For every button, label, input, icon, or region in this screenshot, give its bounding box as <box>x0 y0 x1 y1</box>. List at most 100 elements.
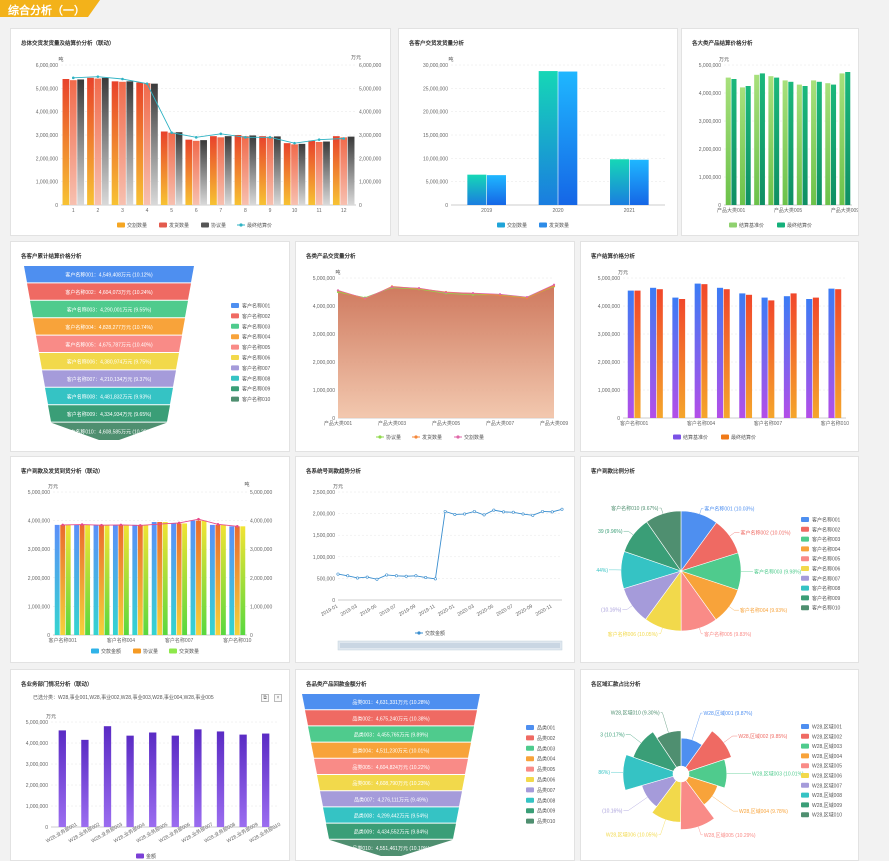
legend-swatch <box>801 743 809 749</box>
chart-c2[interactable]: 0 5,000,000 10,000,000 15,000,000 20,000,000… <box>399 29 678 236</box>
copy-icon[interactable]: ⧉ <box>261 694 269 702</box>
legend-label: W28,区域004 <box>812 753 842 760</box>
line-point <box>444 291 448 294</box>
panel-c10: 各业务部门情况分析（联动） 已选分类：W28,事业001,W28,事业002,W… <box>10 669 290 861</box>
legend-swatch <box>526 777 534 782</box>
funnel-segment <box>33 318 185 335</box>
bar <box>298 143 306 205</box>
legend-label: 交款金额 <box>101 648 121 655</box>
line-point <box>119 523 123 527</box>
chart-c1[interactable]: 0 1,000,000 2,000,000 3,000,000 4,000,000 5,0… <box>11 29 391 236</box>
line-point <box>385 573 389 577</box>
funnel-segment <box>323 807 459 823</box>
bar <box>782 80 788 205</box>
clear-filter-icon[interactable]: × <box>274 694 282 702</box>
line-point <box>355 576 359 580</box>
legend-swatch <box>136 853 144 859</box>
chart-c8[interactable]: 0 500,000 1,000,000 1,500,000 2,000,000 2,500… <box>296 457 575 663</box>
slice-label: (10.16%) <box>602 808 623 814</box>
chart-c12[interactable]: W28,区域001 (9.87%) W28,区域001 W28,区域002 (9.8… <box>581 670 859 861</box>
y-tick-label: 1,000,000 <box>699 175 721 181</box>
slice-label: 客户名称004 (9.93%) <box>740 607 788 614</box>
funnel-label: 品类007：4,276,111万元 (9.49%) <box>354 796 428 803</box>
line-point <box>492 508 496 512</box>
chart-c5[interactable]: 0 1,000,000 2,000,000 3,000,000 4,000,000 5,0… <box>296 242 575 452</box>
legend-label: 品类009 <box>537 808 556 815</box>
slice-label: 客户名称002 (10.01%) <box>740 530 790 537</box>
y-tick-label: 5,000,000 <box>426 180 448 186</box>
x-tick-label: 产品大类001 <box>717 207 746 214</box>
bar <box>315 142 323 205</box>
bar <box>111 81 119 205</box>
bar <box>796 84 802 205</box>
x-tick-label: 7 <box>219 208 222 214</box>
x-tick-label: 2019 <box>481 208 492 214</box>
panel-c3: 各大类产品结算价格分析 0 1,000,000 2,000,000 3,000,000… <box>681 28 859 236</box>
legend-swatch <box>169 648 177 654</box>
legend-label: 发货数量 <box>169 222 189 229</box>
x-tick-label: 6 <box>195 208 198 214</box>
bar <box>162 522 168 635</box>
chart-c11[interactable]: 品类001：4,631,331万元 (10.28%) 品类001 品类002：4,6… <box>296 670 575 861</box>
legend-label: W28,区域006 <box>812 773 842 780</box>
legend-swatch <box>801 546 809 552</box>
legend-label: 客户名称008 <box>812 585 841 592</box>
y-tick-label: 1,500,000 <box>313 533 335 539</box>
legend-label: 客户名称010 <box>812 605 841 612</box>
legend-label: 品类002 <box>537 735 556 742</box>
legend-label: 交割数量 <box>464 434 484 441</box>
legend-swatch <box>801 753 809 759</box>
line-point <box>216 523 220 526</box>
legend-label: 发货数量 <box>422 434 442 441</box>
line-point <box>336 289 340 292</box>
y-right-tick-label: 0 <box>250 633 253 639</box>
legend-label: W28,区域009 <box>812 802 842 809</box>
bar <box>768 76 774 205</box>
line-point <box>390 285 394 289</box>
x-tick-label: 产品大类005 <box>774 207 803 214</box>
funnel-segment <box>320 791 462 807</box>
bar <box>283 143 291 205</box>
bar <box>126 81 134 205</box>
legend-label: 协议量 <box>386 434 401 441</box>
legend-label: 客户名称002 <box>812 526 841 533</box>
y-tick-label: 15,000,000 <box>423 133 448 139</box>
bar <box>185 139 193 205</box>
x-tick-label: 2019-05 <box>359 603 378 617</box>
line-point <box>531 513 535 517</box>
chart-c10[interactable]: 0 1,000,000 2,000,000 3,000,000 4,000,000 5,0… <box>11 670 290 861</box>
bar <box>241 136 249 205</box>
y-right-axis-unit: 万元 <box>351 55 361 61</box>
chart-c6[interactable]: 0 1,000,000 2,000,000 3,000,000 4,000,000 5,0… <box>581 242 859 452</box>
legend-label: 客户名称001 <box>812 517 841 524</box>
legend-label: 结算基准价 <box>739 222 764 229</box>
bar <box>136 82 144 205</box>
y-tick-label: 1,000,000 <box>313 555 335 561</box>
pie-slice <box>688 759 728 789</box>
bar <box>291 144 298 205</box>
funnel-label: 品类005：4,604,824万元 (10.22%) <box>352 764 430 771</box>
legend-label: W28,区域002 <box>812 733 842 740</box>
line-point <box>71 76 75 80</box>
label-leader <box>691 712 703 740</box>
legend-label: 客户名称004 <box>242 334 271 341</box>
x-tick-label: 客户名称010 <box>821 420 850 427</box>
line-point <box>342 137 346 140</box>
chart-c7[interactable]: 0 1,000,000 2,000,000 3,000,000 4,000,000 5,0… <box>11 457 290 663</box>
y-tick-label: 3,000,000 <box>36 133 58 139</box>
y-right-tick-label: 3,000,000 <box>359 133 381 139</box>
legend-swatch <box>801 566 809 571</box>
chart-c3[interactable]: 0 1,000,000 2,000,000 3,000,000 4,000,000 5,0… <box>682 29 859 236</box>
y-axis-unit: 吨 <box>448 56 453 63</box>
panel-c1: 总体交货发货量及结算价分析（联动） 0 1,000,000 2,000,000 3,0… <box>10 28 391 236</box>
pie-slice <box>651 779 682 823</box>
x-tick-label: 8 <box>244 208 247 214</box>
legend-swatch <box>497 222 505 228</box>
line-point <box>365 575 369 579</box>
bar <box>112 525 118 635</box>
bar <box>160 131 168 205</box>
chart-c4[interactable]: 客户名称001：4,549,408万元 (10.12%) 客户名称001 客户名称0… <box>11 242 290 452</box>
bar <box>811 80 817 205</box>
y-tick-label: 5,000,000 <box>26 720 48 726</box>
